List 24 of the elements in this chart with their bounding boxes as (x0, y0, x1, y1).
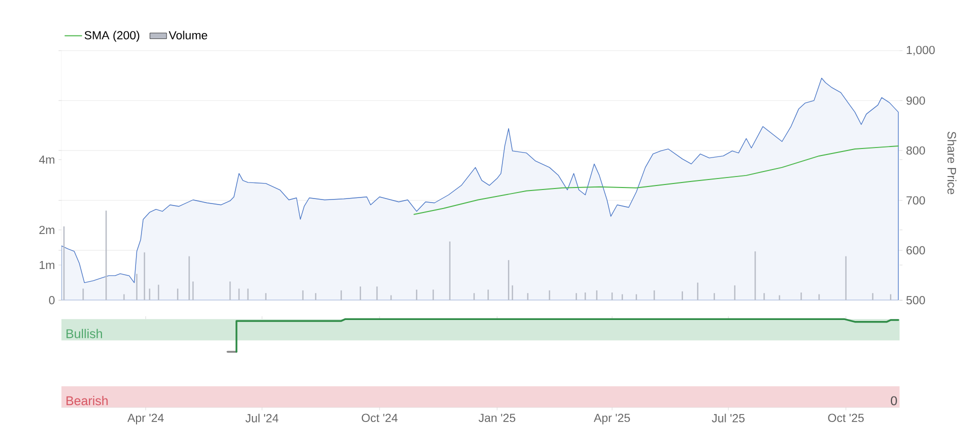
legend-label: Volume (168, 30, 208, 40)
x-tick-label: Oct '25 (828, 414, 864, 422)
x-tick-label: Jan '25 (478, 414, 516, 422)
x-tick-label: Jul '24 (245, 414, 278, 422)
y-tick-label: 1,000 (906, 46, 935, 56)
y-tick-label: 800 (906, 146, 925, 154)
band-label: Bullish (66, 328, 102, 338)
x-tick-label: Oct '24 (362, 414, 398, 422)
y-tick-label: 600 (906, 246, 925, 254)
line-series (414, 145, 899, 215)
annotation: 0 (890, 396, 897, 406)
y-tick-label: 900 (906, 96, 925, 104)
y-tick-label: 700 (906, 196, 925, 204)
y2-tick-label: 2m (39, 226, 54, 234)
x-tick-label: Apr '24 (127, 414, 164, 424)
y-axis-title: Share Price (947, 131, 956, 194)
legend-label: SMA (200) (84, 30, 140, 42)
y2-tick-label: 0 (49, 296, 55, 304)
y2-tick-label: 1m (40, 260, 54, 269)
x-tick-label: Apr '25 (594, 414, 630, 424)
x-tick-label: Jul '25 (712, 414, 745, 422)
band-label: Bearish (66, 396, 108, 406)
y-tick-label: 500 (906, 296, 925, 304)
y2-tick-label: 4m (39, 155, 54, 164)
